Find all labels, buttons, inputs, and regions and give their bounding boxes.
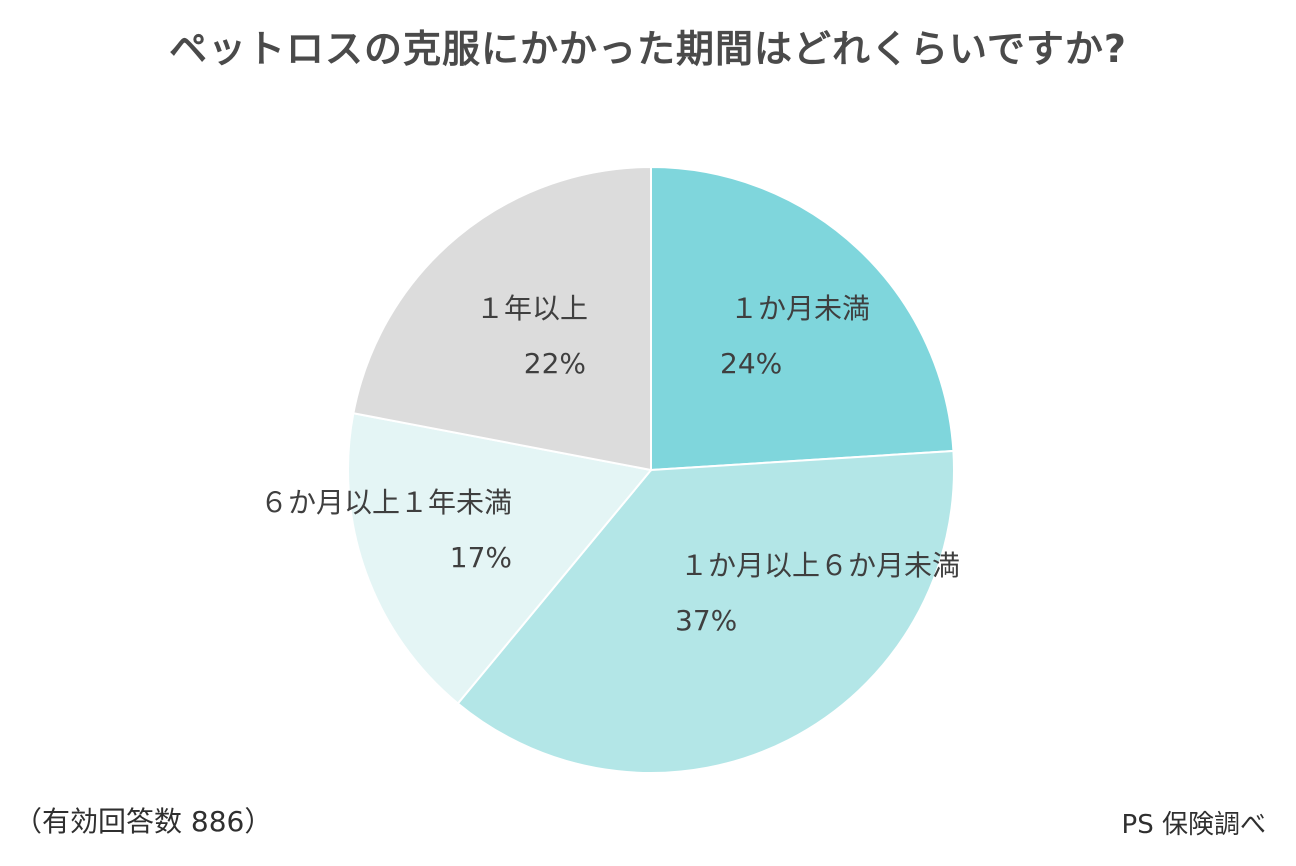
pie-slice <box>347 412 653 705</box>
pie-slice <box>650 165 955 472</box>
slice-label: １か月未満 <box>730 292 870 325</box>
slice-label: １年以上 <box>476 292 588 325</box>
source-note: PS 保険調べ <box>1121 810 1266 840</box>
slice-value-label: 37% <box>675 604 737 637</box>
slice-label: ６か月以上１年未満 <box>260 486 512 519</box>
slice-label: １か月以上６か月未満 <box>680 549 960 582</box>
pie-slice <box>456 449 955 774</box>
slice-value-label: 17% <box>450 541 512 574</box>
slice-value-label: 24% <box>720 347 782 380</box>
pie-slice <box>352 165 652 472</box>
respondent-count-note: （有効回答数 886） <box>14 805 273 838</box>
slice-value-label: 22% <box>524 347 586 380</box>
chart-title: ペットロスの克服にかかった期間はどれくらいですか? <box>169 27 1127 71</box>
